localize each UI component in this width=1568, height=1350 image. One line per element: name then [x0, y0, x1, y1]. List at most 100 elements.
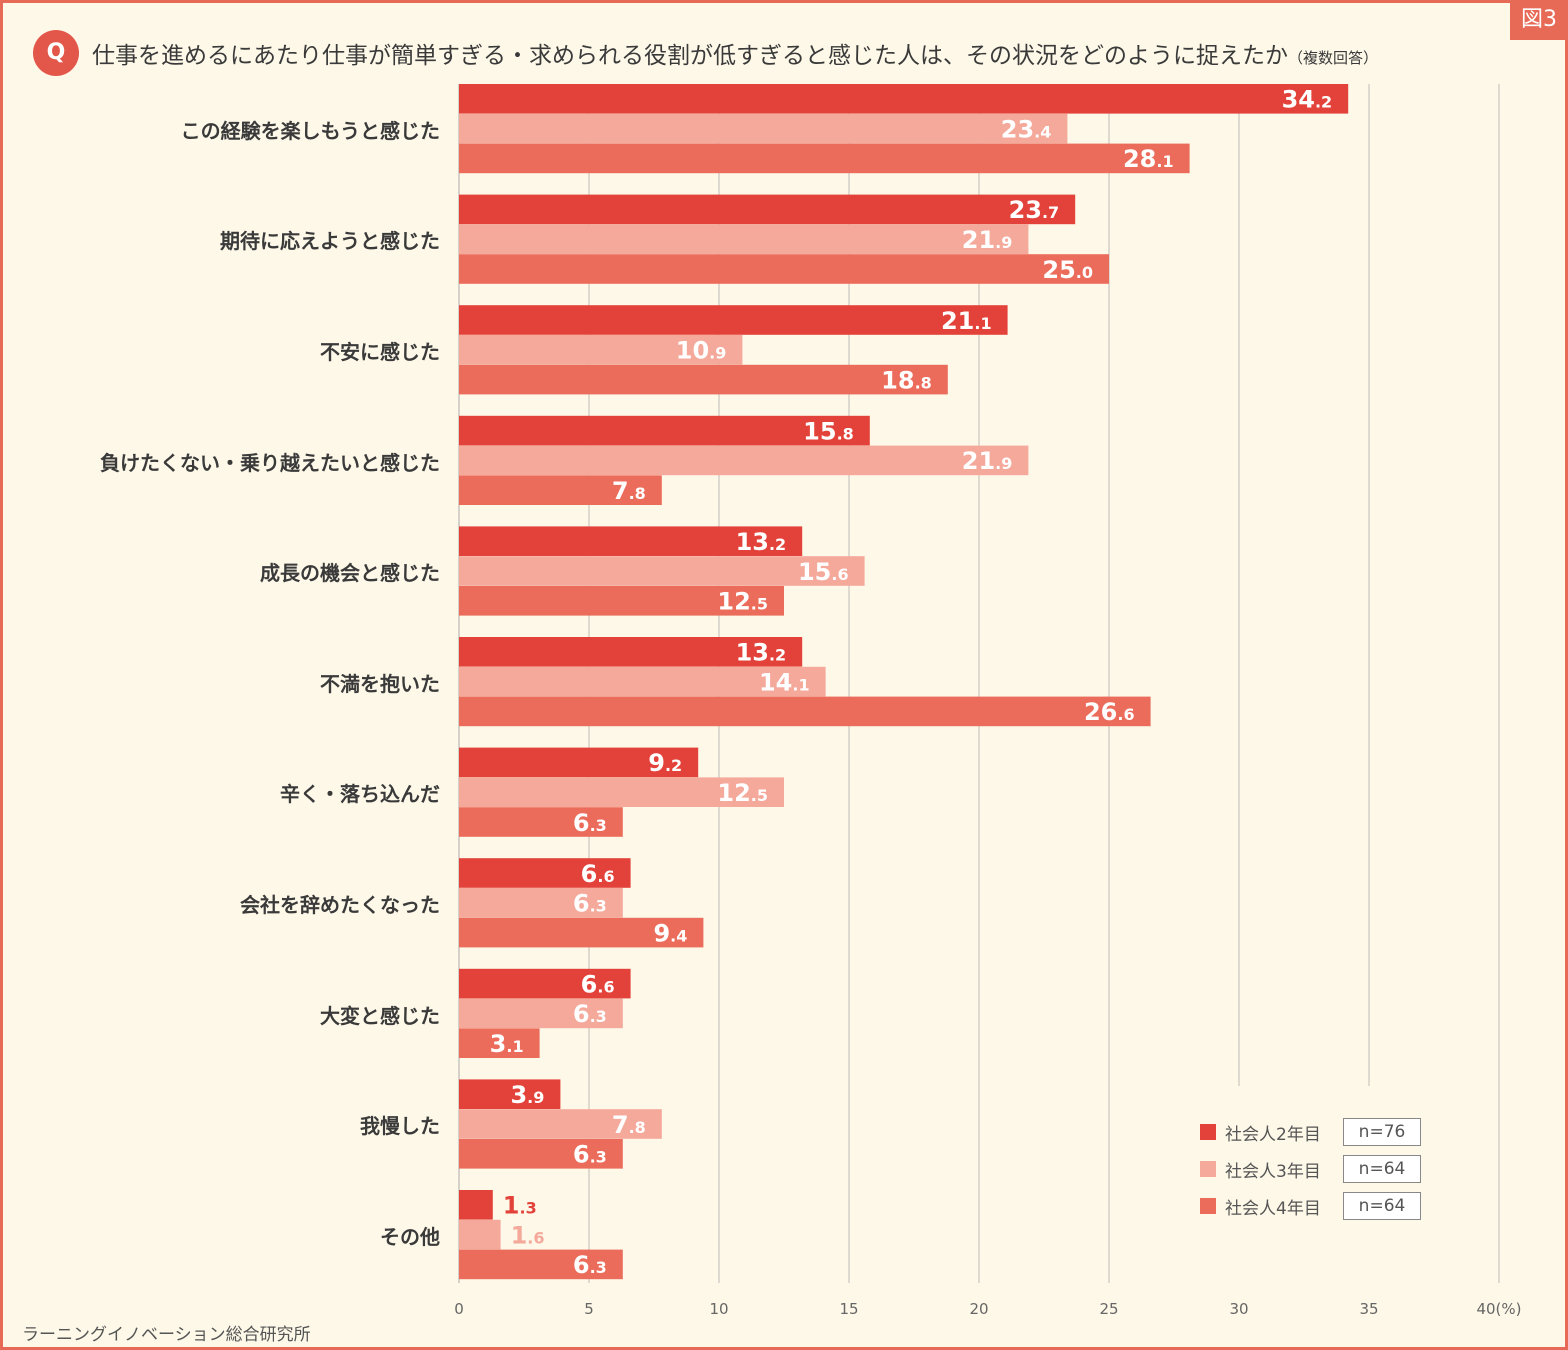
figure-label: 図3 — [1510, 0, 1568, 40]
bar-1-8 — [459, 968, 631, 999]
data-label: 21.1 — [941, 307, 992, 335]
bar-1-2 — [459, 305, 1008, 335]
x-tick-label: 30 — [1229, 1300, 1248, 1318]
bar-1-4 — [459, 526, 803, 556]
data-label: 6.3 — [573, 1141, 607, 1169]
bar-1-1 — [459, 194, 1076, 225]
data-label: 23.7 — [1009, 196, 1060, 224]
category-label: 不満を抱いた — [320, 671, 440, 696]
legend-sample-size: n=64 — [1343, 1192, 1421, 1220]
bar-3-9 — [459, 1139, 623, 1169]
category-label: 期待に応えようと感じた — [220, 229, 440, 254]
data-label: 7.8 — [612, 477, 646, 505]
question-note: （複数回答） — [1288, 49, 1379, 67]
legend-label: 社会人2年目 — [1225, 1125, 1321, 1145]
data-label: 7.8 — [612, 1111, 646, 1139]
category-label: 辛く・落ち込んだ — [280, 782, 440, 807]
data-label: 1.3 — [503, 1192, 537, 1220]
data-label: 10.9 — [676, 337, 727, 365]
category-label: 我慢した — [360, 1114, 440, 1139]
bar-3-0 — [459, 143, 1190, 174]
bar-2-5 — [459, 666, 826, 697]
bar-2-1 — [459, 224, 1029, 254]
legend-swatch — [1200, 1124, 1216, 1140]
question-badge: Q — [33, 30, 79, 76]
category-label: 負けたくない・乗り越えたいと感じた — [100, 450, 440, 475]
bar-3-6 — [459, 807, 623, 837]
bar-3-4 — [459, 586, 784, 616]
data-label: 15.8 — [803, 417, 854, 445]
bar-3-2 — [459, 364, 948, 395]
data-label: 28.1 — [1123, 145, 1174, 173]
data-label: 26.6 — [1084, 698, 1135, 726]
category-label: 会社を辞めたくなった — [240, 892, 440, 917]
data-label: 34.2 — [1282, 86, 1333, 114]
data-label: 25.0 — [1042, 256, 1093, 284]
legend-sample-size: n=64 — [1343, 1155, 1421, 1183]
x-tick-label: 40(%) — [1476, 1300, 1521, 1318]
data-label: 6.3 — [573, 890, 607, 918]
legend-swatch — [1200, 1161, 1216, 1177]
bar-1-7 — [459, 858, 631, 888]
bar-3-1 — [459, 254, 1109, 284]
x-tick-label: 15 — [839, 1300, 858, 1318]
legend-label: 社会人4年目 — [1225, 1199, 1321, 1219]
legend-label: 社会人3年目 — [1225, 1162, 1321, 1182]
bar-2-10 — [459, 1219, 501, 1250]
data-label: 13.2 — [736, 639, 787, 667]
bar-1-6 — [459, 747, 699, 778]
bar-3-3 — [459, 475, 662, 505]
bar-1-0 — [459, 84, 1349, 114]
legend-swatch — [1200, 1198, 1216, 1214]
bar-3-7 — [459, 917, 704, 948]
data-label: 21.9 — [962, 226, 1013, 254]
data-label: 1.6 — [511, 1221, 545, 1249]
x-tick-label: 20 — [969, 1300, 988, 1318]
bar-1-5 — [459, 637, 803, 667]
data-label: 15.6 — [798, 558, 849, 586]
data-label: 12.5 — [717, 588, 768, 616]
bar-3-5 — [459, 696, 1151, 727]
bar-2-0 — [459, 113, 1068, 144]
data-label: 6.6 — [581, 860, 615, 888]
data-label: 12.5 — [717, 779, 768, 807]
bar-2-9 — [459, 1109, 662, 1139]
bar-2-8 — [459, 998, 623, 1029]
category-label: 不安に感じた — [320, 339, 440, 364]
data-label: 23.4 — [1001, 115, 1052, 143]
data-label: 9.2 — [648, 749, 682, 777]
data-label: 3.9 — [510, 1081, 544, 1109]
x-tick-label: 5 — [584, 1300, 594, 1318]
question-title: 仕事を進めるにあたり仕事が簡単すぎる・求められる役割が低すぎると感じた人は、その… — [92, 36, 1378, 70]
bar-3-10 — [459, 1249, 623, 1280]
bar-1-10 — [459, 1190, 493, 1220]
legend-sample-size: n=76 — [1343, 1118, 1421, 1146]
category-label: その他 — [380, 1224, 440, 1249]
x-tick-label: 25 — [1099, 1300, 1118, 1318]
data-label: 6.6 — [581, 970, 615, 998]
source-credit: ラーニングイノベーション総合研究所 — [22, 1325, 311, 1345]
category-label: 成長の機会と感じた — [260, 561, 440, 586]
category-label: この経験を楽しもうと感じた — [180, 118, 440, 143]
bar-2-7 — [459, 888, 623, 918]
data-label: 6.3 — [573, 1000, 607, 1028]
bar-2-3 — [459, 445, 1029, 476]
data-label: 6.3 — [573, 809, 607, 837]
bar-3-8 — [459, 1028, 540, 1058]
bar-2-4 — [459, 556, 865, 586]
data-label: 3.1 — [490, 1030, 524, 1058]
question-text: 仕事を進めるにあたり仕事が簡単すぎる・求められる役割が低すぎると感じた人は、その… — [92, 43, 1288, 69]
bar-1-3 — [459, 415, 870, 446]
data-label: 6.3 — [573, 1251, 607, 1279]
data-label: 18.8 — [881, 366, 932, 394]
data-label: 13.2 — [736, 528, 787, 556]
x-tick-label: 0 — [454, 1300, 464, 1318]
x-tick-label: 35 — [1359, 1300, 1378, 1318]
data-label: 9.4 — [653, 919, 687, 947]
x-tick-label: 10 — [709, 1300, 728, 1318]
bar-2-2 — [459, 335, 743, 365]
data-label: 14.1 — [759, 668, 810, 696]
bar-2-6 — [459, 777, 784, 807]
bar-1-9 — [459, 1079, 561, 1109]
